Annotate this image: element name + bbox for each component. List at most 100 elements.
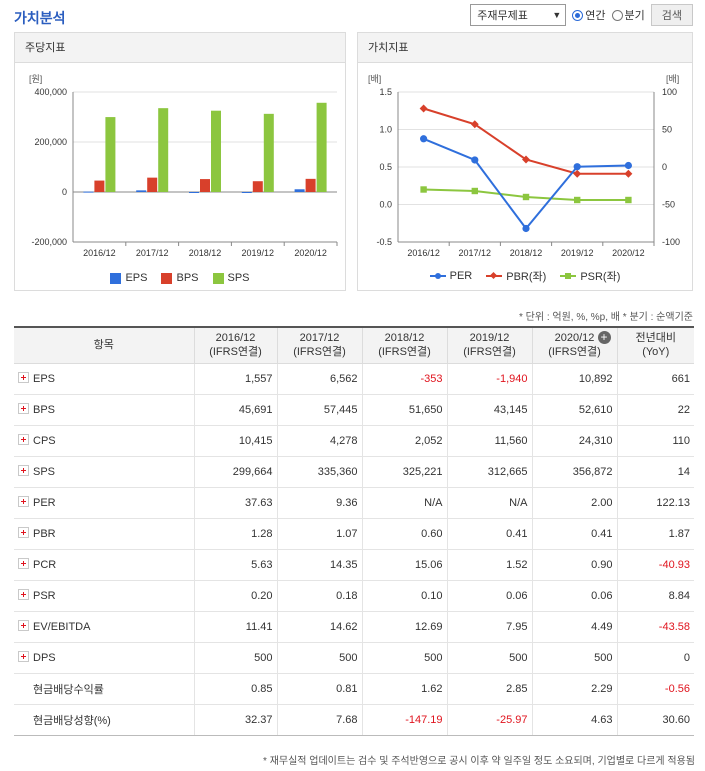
bar-bps xyxy=(305,178,316,192)
legend-item[interactable]: EPS xyxy=(110,272,147,284)
section-title: 가치분석 xyxy=(14,10,66,26)
expand-row-icon[interactable] xyxy=(18,620,29,631)
row-label-cell[interactable]: CPS xyxy=(14,425,194,457)
table-row: BPS 45,691 57,445 51,650 43,145 52,610 22 xyxy=(14,394,694,426)
chevron-down-icon: ▼ xyxy=(552,10,562,20)
radio-quarter[interactable]: 분기 xyxy=(611,7,645,23)
table-cell: 12.69 xyxy=(361,611,447,643)
series-line-per xyxy=(423,137,629,231)
table-cell: 4,278 xyxy=(276,425,362,457)
statement-type-select[interactable]: 주재무제표 ▼ xyxy=(470,4,567,26)
table-cell: 110 xyxy=(616,425,694,457)
row-label-cell[interactable]: DPS xyxy=(14,642,194,674)
column-header-line2: (IFRS연결) xyxy=(548,346,601,359)
expand-row-icon[interactable] xyxy=(18,372,29,383)
legend-item[interactable]: PER xyxy=(429,268,473,284)
legend-item[interactable]: SPS xyxy=(212,272,250,284)
legend-item[interactable]: PBR(좌) xyxy=(486,268,546,284)
search-button[interactable]: 검색 xyxy=(650,4,693,26)
radio-unchecked-icon xyxy=(611,9,623,21)
legend-item[interactable]: BPS xyxy=(161,272,199,284)
expand-row-icon[interactable] xyxy=(18,434,29,445)
expand-row-icon[interactable] xyxy=(18,558,29,569)
data-point xyxy=(573,163,581,171)
expand-row-icon[interactable] xyxy=(18,651,29,662)
row-label-cell[interactable]: SPS xyxy=(14,456,194,488)
row-label-cell[interactable]: PBR xyxy=(14,518,194,550)
bar-sps xyxy=(263,113,274,192)
row-label-cell[interactable]: PCR xyxy=(14,549,194,581)
expand-row-icon[interactable] xyxy=(18,589,29,600)
column-header-line2: (IFRS연결) xyxy=(293,346,346,359)
table-cell: 43,145 xyxy=(446,394,532,426)
table-cell: 2.29 xyxy=(531,673,617,705)
row-label-cell[interactable]: EV/EBITDA xyxy=(14,611,194,643)
table-cell: N/A xyxy=(446,487,532,519)
right-tick-label: 0 xyxy=(662,162,667,172)
legend-swatch xyxy=(212,272,224,284)
row-label: PSR xyxy=(33,590,56,602)
row-label-cell[interactable]: PSR xyxy=(14,580,194,612)
radio-annual[interactable]: 연간 xyxy=(572,7,606,23)
table-cell: 500 xyxy=(361,642,447,674)
x-tick-label: 2020/12 xyxy=(612,248,645,258)
table-cell: 10,892 xyxy=(531,363,617,395)
table-cell: 51,650 xyxy=(361,394,447,426)
expand-row-icon[interactable] xyxy=(18,403,29,414)
data-point xyxy=(420,186,427,193)
footer-note: * 재무실적 업데이트는 검수 및 주석반영으로 공시 이후 약 일주일 정도 … xyxy=(263,756,695,767)
table-cell: 57,445 xyxy=(276,394,362,426)
table-row: DPS 500 500 500 500 500 0 xyxy=(14,642,694,674)
bar-sps xyxy=(316,102,327,192)
data-point xyxy=(624,169,633,178)
table-cell: 14.62 xyxy=(276,611,362,643)
row-label: CPS xyxy=(33,435,56,447)
row-label-cell[interactable]: PER xyxy=(14,487,194,519)
legend-swatch xyxy=(560,271,577,281)
bar-eps xyxy=(294,189,305,192)
table-cell: 500 xyxy=(276,642,362,674)
right-axis-unit-label: [배] xyxy=(666,74,679,84)
legend-label: PER xyxy=(449,270,473,282)
table-cell: 1,557 xyxy=(193,363,277,395)
row-label-cell[interactable]: EPS xyxy=(14,363,194,395)
column-header: 2017/12 (IFRS연결) xyxy=(276,327,362,364)
bar-eps xyxy=(241,192,252,193)
series-line-pbr xyxy=(423,107,629,175)
column-header-line2: (IFRS연결) xyxy=(463,346,516,359)
row-label-cell: 현금배당수익률 xyxy=(14,673,194,705)
table-cell: 0.41 xyxy=(446,518,532,550)
column-header-line2: (YoY) xyxy=(642,346,670,359)
radio-checked-icon xyxy=(572,9,584,21)
table-cell: 45,691 xyxy=(193,394,277,426)
table-cell: N/A xyxy=(361,487,447,519)
table-cell: 1.07 xyxy=(276,518,362,550)
x-tick-label: 2017/12 xyxy=(136,248,169,258)
table-cell: 1.52 xyxy=(446,549,532,581)
x-tick-label: 2018/12 xyxy=(510,248,543,258)
expand-row-icon[interactable] xyxy=(18,496,29,507)
left-tick-label: 1.5 xyxy=(379,87,392,97)
legend-item[interactable]: PSR(좌) xyxy=(560,268,620,284)
column-header: 2020/12 (IFRS연결) + xyxy=(531,327,617,364)
column-header-line1: 항목 xyxy=(93,339,114,352)
table-cell: 9.36 xyxy=(276,487,362,519)
table-row: PCR 5.63 14.35 15.06 1.52 0.90 -40.93 xyxy=(14,549,694,581)
table-cell: 0.06 xyxy=(446,580,532,612)
bar-eps xyxy=(189,192,199,193)
table-cell: 325,221 xyxy=(361,456,447,488)
right-tick-label: -50 xyxy=(662,200,675,210)
expand-row-icon[interactable] xyxy=(18,527,29,538)
table-cell: 500 xyxy=(193,642,277,674)
table-cell: 2,052 xyxy=(361,425,447,457)
table-cell: -43.58 xyxy=(616,611,694,643)
data-point xyxy=(420,135,428,143)
expand-row-icon[interactable] xyxy=(18,465,29,476)
table-cell: 32.37 xyxy=(193,704,277,736)
expand-columns-icon[interactable]: + xyxy=(597,331,611,344)
table-cell: 1.62 xyxy=(361,673,447,705)
radio-annual-label: 연간 xyxy=(585,10,606,22)
row-label-cell[interactable]: BPS xyxy=(14,394,194,426)
x-tick-label: 2019/12 xyxy=(242,248,275,258)
valuation-table: 항목 2016/12 (IFRS연결) 2017/12 (IFRS연결) 2018/12(… xyxy=(14,326,694,736)
